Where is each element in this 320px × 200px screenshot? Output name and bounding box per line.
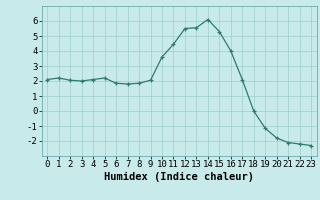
X-axis label: Humidex (Indice chaleur): Humidex (Indice chaleur) — [104, 172, 254, 182]
